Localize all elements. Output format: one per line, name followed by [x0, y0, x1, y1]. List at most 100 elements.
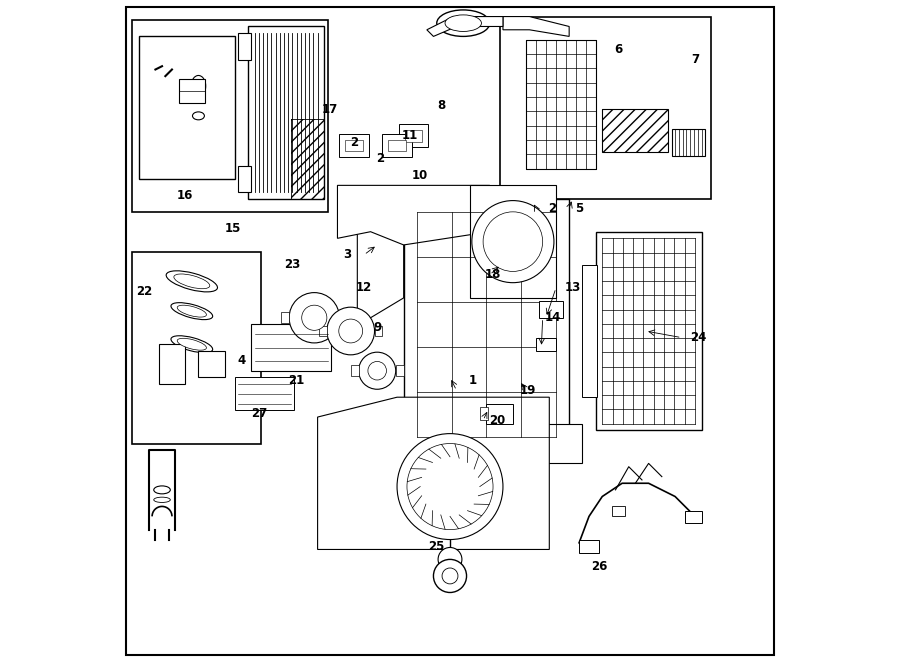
Bar [238, 166, 251, 192]
Polygon shape [357, 199, 404, 318]
Bar [238, 33, 251, 60]
Text: 7: 7 [691, 53, 699, 66]
Text: 2: 2 [376, 152, 384, 166]
Bar [132, 252, 261, 444]
Text: 27: 27 [251, 407, 267, 420]
Circle shape [442, 568, 458, 584]
Bar [291, 119, 324, 199]
Text: 18: 18 [485, 268, 501, 281]
Text: 17: 17 [321, 103, 338, 116]
Ellipse shape [166, 271, 218, 292]
Text: 25: 25 [428, 540, 445, 553]
Circle shape [407, 444, 493, 530]
Bar [339, 312, 347, 323]
Text: 19: 19 [520, 384, 536, 397]
Circle shape [289, 293, 339, 343]
Text: 12: 12 [356, 281, 372, 295]
Bar [396, 365, 404, 376]
Ellipse shape [154, 486, 170, 494]
Polygon shape [503, 17, 569, 36]
Bar [582, 265, 597, 397]
Circle shape [434, 559, 466, 592]
Circle shape [327, 307, 374, 355]
Ellipse shape [171, 336, 212, 353]
Bar [596, 232, 702, 430]
Bar [339, 134, 369, 158]
Bar [251, 324, 331, 371]
Text: 8: 8 [437, 99, 446, 113]
Text: 4: 4 [238, 354, 246, 367]
Bar [612, 506, 625, 516]
Ellipse shape [177, 338, 206, 350]
Bar [405, 130, 422, 142]
Bar [248, 26, 324, 199]
Text: 21: 21 [288, 374, 304, 387]
Text: 11: 11 [402, 129, 418, 142]
Ellipse shape [191, 75, 206, 97]
Bar [132, 20, 328, 212]
Bar [235, 377, 294, 410]
Text: 15: 15 [225, 222, 241, 235]
Polygon shape [318, 397, 549, 549]
Text: 10: 10 [412, 169, 428, 182]
Polygon shape [427, 17, 503, 36]
Circle shape [358, 352, 396, 389]
Bar [500, 17, 712, 199]
Ellipse shape [154, 497, 170, 502]
Text: 26: 26 [590, 559, 608, 573]
Bar [399, 124, 428, 148]
Circle shape [397, 434, 503, 540]
Bar [404, 199, 569, 450]
Bar [346, 140, 363, 152]
Bar [374, 326, 382, 336]
Text: 16: 16 [177, 189, 194, 202]
Bar [579, 540, 599, 553]
Text: 6: 6 [615, 43, 623, 56]
Bar [388, 140, 406, 152]
Bar [685, 511, 702, 523]
Circle shape [483, 212, 543, 271]
Ellipse shape [171, 303, 212, 320]
Bar [281, 312, 289, 323]
Bar [351, 365, 358, 376]
Ellipse shape [436, 10, 490, 36]
Text: 23: 23 [284, 258, 301, 271]
Circle shape [472, 201, 554, 283]
Bar [382, 134, 411, 158]
Bar [526, 40, 596, 169]
Bar [391, 424, 582, 463]
Circle shape [302, 305, 327, 330]
Bar [602, 109, 669, 152]
Ellipse shape [177, 305, 206, 317]
Text: 9: 9 [374, 321, 382, 334]
Polygon shape [470, 185, 556, 298]
Text: 1: 1 [469, 374, 477, 387]
Bar [481, 407, 489, 420]
Bar [139, 36, 235, 179]
Circle shape [368, 361, 386, 380]
Bar [198, 351, 225, 377]
Bar [536, 338, 556, 351]
Text: 2: 2 [548, 202, 557, 215]
Text: 24: 24 [690, 331, 707, 344]
Text: 5: 5 [575, 202, 583, 215]
Text: 13: 13 [564, 281, 580, 295]
Text: 22: 22 [136, 285, 152, 298]
Text: 14: 14 [544, 311, 561, 324]
Bar [671, 129, 705, 156]
Bar [539, 301, 562, 318]
Ellipse shape [445, 15, 482, 32]
Polygon shape [338, 185, 490, 245]
Bar [319, 326, 327, 336]
Bar [602, 109, 669, 152]
Ellipse shape [193, 112, 204, 120]
Circle shape [338, 319, 363, 343]
Bar [486, 404, 513, 424]
Text: 3: 3 [343, 248, 352, 261]
Ellipse shape [174, 274, 210, 289]
Text: 20: 20 [489, 414, 505, 427]
Bar [158, 344, 185, 384]
Bar [178, 79, 205, 103]
Text: 2: 2 [351, 136, 359, 149]
Circle shape [438, 547, 462, 571]
